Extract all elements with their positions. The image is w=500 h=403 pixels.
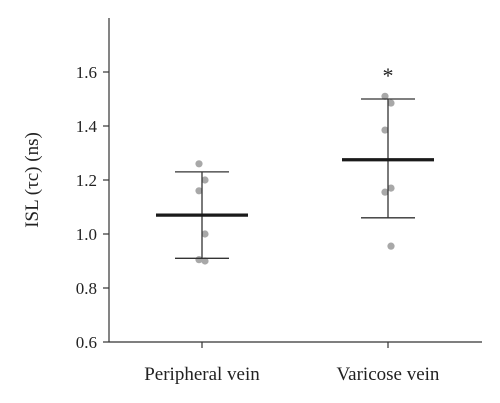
- group-peripheral-vein: [156, 160, 248, 265]
- data-point: [201, 176, 209, 184]
- x-category-label: Varicose vein: [337, 364, 440, 385]
- y-tick-label: 1.4: [76, 117, 98, 136]
- data-point: [381, 92, 389, 100]
- x-axis: Peripheral vein Varicose vein: [109, 341, 482, 385]
- y-tick-label: 1.0: [76, 225, 97, 244]
- data-point: [387, 242, 395, 250]
- data-point: [387, 184, 395, 192]
- data-point: [381, 188, 389, 196]
- data-point: [195, 160, 203, 168]
- y-tick-label: 1.2: [76, 171, 97, 190]
- y-tick-label: 0.6: [76, 333, 97, 352]
- data-point: [387, 99, 395, 107]
- data-point: [381, 126, 389, 134]
- group-varicose-vein: *: [342, 63, 434, 250]
- data-point: [201, 257, 209, 265]
- data-point: [195, 187, 203, 195]
- data-point: [201, 230, 209, 238]
- plot-marks: *: [156, 63, 434, 265]
- y-tick-label: 0.8: [76, 279, 97, 298]
- y-axis: 0.6 0.8 1.0 1.2 1.4 1.6: [76, 18, 110, 352]
- significance-marker: *: [383, 63, 394, 88]
- y-axis-title: ISL (τc) (ns): [22, 132, 43, 228]
- x-category-label: Peripheral vein: [144, 364, 260, 385]
- y-tick-label: 1.6: [76, 63, 97, 82]
